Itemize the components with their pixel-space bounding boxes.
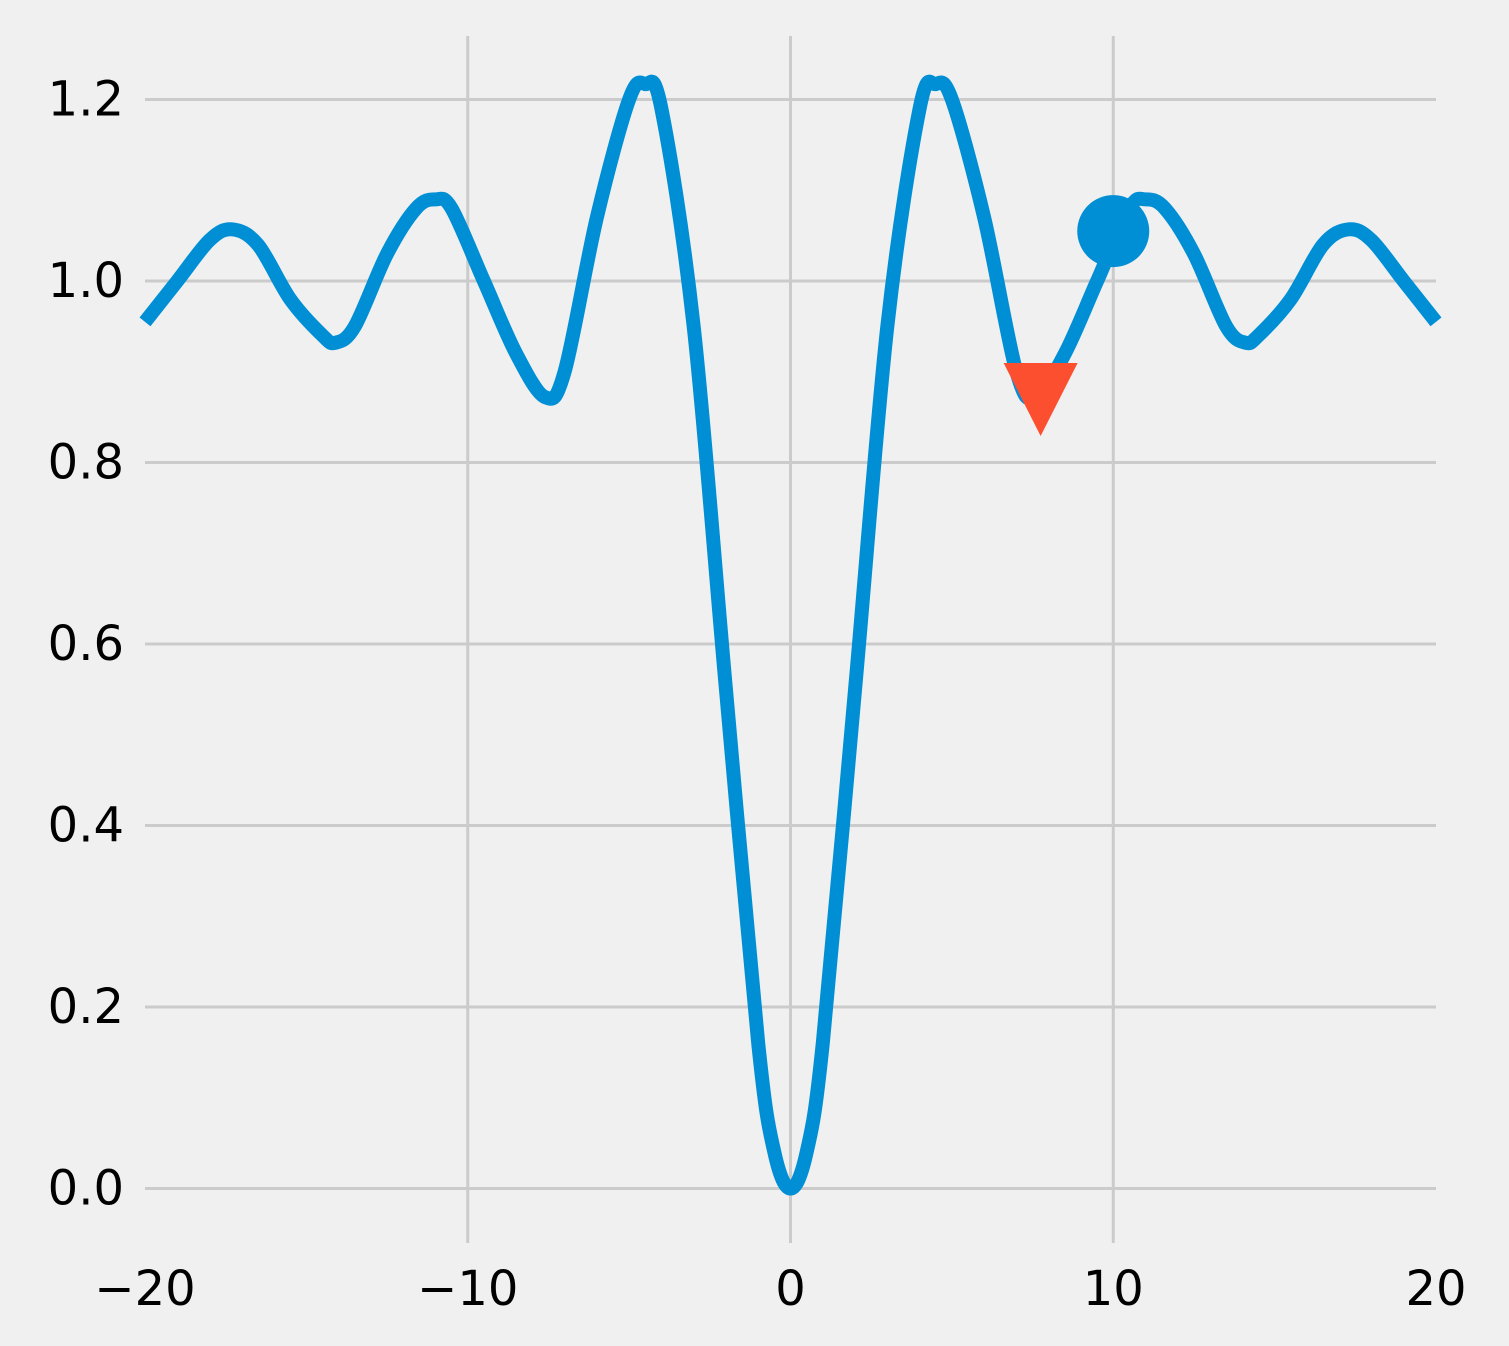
circle-marker (1077, 195, 1150, 268)
grid-lines (145, 36, 1436, 1243)
y-tick-label: 1.2 (48, 72, 124, 128)
data-markers (1003, 195, 1150, 437)
x-axis-tick-labels: −20 −10 0 10 20 (94, 1261, 1466, 1317)
series-line (139, 74, 1442, 1196)
x-tick-label: 0 (775, 1261, 806, 1317)
y-axis-tick-labels: 0.0 0.2 0.4 0.6 0.8 1.0 1.2 (48, 72, 124, 1217)
y-tick-label: 0.6 (48, 616, 124, 672)
y-tick-label: 0.8 (48, 435, 124, 491)
data-series (139, 74, 1442, 1196)
triangle-down-marker (1003, 363, 1078, 437)
y-tick-label: 0.2 (48, 979, 124, 1035)
y-tick-label: 0.4 (48, 798, 124, 854)
x-tick-label: −20 (94, 1261, 195, 1317)
y-tick-label: 1.0 (48, 253, 124, 309)
x-tick-label: 20 (1405, 1261, 1466, 1317)
x-tick-label: −10 (417, 1261, 518, 1317)
y-tick-label: 0.0 (48, 1161, 124, 1217)
x-tick-label: 10 (1083, 1261, 1144, 1317)
